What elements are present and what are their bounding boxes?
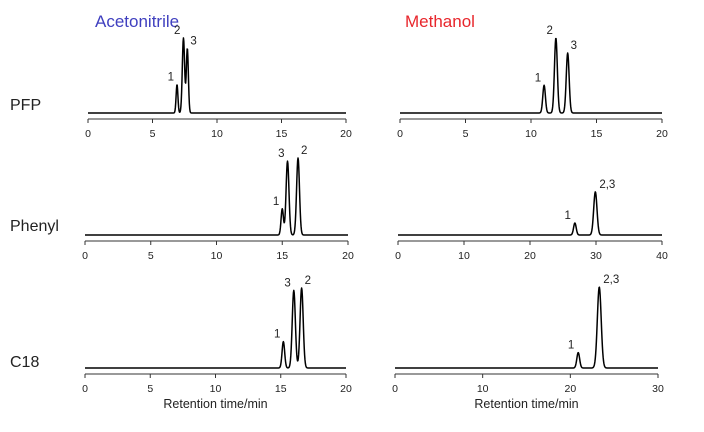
- chromatogram-panel: Phenyl 0 5 10 15 20 1 3 2: [10, 145, 354, 262]
- column-title: Acetonitrile: [95, 12, 179, 31]
- x-tick-label: 20: [342, 250, 354, 262]
- chromatogram-trace: [397, 191, 663, 236]
- x-tick-label: 10: [477, 383, 489, 395]
- peak-label: 2,3: [599, 179, 615, 191]
- row-label: PFP: [10, 97, 41, 114]
- x-tick-label: 5: [148, 250, 154, 262]
- peak-label: 1: [564, 210, 570, 222]
- x-tick-label: 5: [463, 128, 469, 140]
- chromatogram-trace: [87, 37, 347, 114]
- x-tick-label: 15: [275, 383, 287, 395]
- peak-label: 1: [274, 329, 280, 341]
- x-axis-title: Retention time/min: [163, 397, 267, 411]
- x-tick-label: 40: [656, 250, 668, 262]
- chromatogram-panel: Methanol 0 5 10 15 20 1 2 3: [397, 12, 668, 140]
- x-tick-label: 0: [395, 250, 401, 262]
- x-tick-label: 15: [276, 250, 288, 262]
- column-title: Methanol: [405, 12, 475, 31]
- x-tick-label: 5: [147, 383, 153, 395]
- x-tick-label: 30: [652, 383, 664, 395]
- chromatogram-trace: [399, 37, 663, 114]
- x-tick-label: 20: [524, 250, 536, 262]
- x-tick-label: 20: [656, 128, 668, 140]
- peak-label: 1: [168, 72, 174, 84]
- x-tick-label: 10: [458, 250, 470, 262]
- x-axis-title: Retention time/min: [474, 397, 578, 411]
- x-tick-label: 0: [397, 128, 403, 140]
- peak-label: 2: [174, 25, 180, 37]
- x-tick-label: 0: [392, 383, 398, 395]
- peak-label: 2: [305, 275, 311, 287]
- chromatogram-trace: [84, 287, 347, 369]
- x-tick-label: 10: [210, 383, 222, 395]
- x-tick-label: 5: [150, 128, 156, 140]
- x-tick-label: 0: [82, 250, 88, 262]
- x-tick-label: 20: [340, 383, 352, 395]
- chromatogram-panel: Acetonitrile PFP 0 5 10 15 20 1 23: [10, 12, 352, 140]
- x-tick-label: 0: [82, 383, 88, 395]
- peak-label: 2: [546, 25, 552, 37]
- peak-label: 3: [284, 277, 290, 289]
- peak-label: 2,3: [603, 274, 619, 286]
- peak-label: 2: [301, 145, 307, 157]
- row-label: C18: [10, 354, 39, 371]
- x-tick-label: 10: [211, 250, 223, 262]
- peak-label: 1: [568, 340, 574, 352]
- row-label: Phenyl: [10, 218, 59, 235]
- chromatogram-trace: [84, 157, 349, 236]
- x-tick-label: 20: [564, 383, 576, 395]
- chromatogram-panel: 0 10 20 30 40 1 2,3: [395, 179, 668, 262]
- x-tick-label: 30: [590, 250, 602, 262]
- chromatogram-panel: 0 10 20 30 Retention time/min 1 2,3: [392, 274, 664, 411]
- x-tick-label: 15: [591, 128, 603, 140]
- x-tick-label: 0: [85, 128, 91, 140]
- peak-label: 3: [278, 148, 284, 160]
- x-tick-label: 10: [211, 128, 223, 140]
- chromatogram-panel: C18 0 5 10 15 20 Retention time/min 1 3 2: [10, 275, 352, 411]
- x-tick-label: 20: [340, 128, 352, 140]
- x-tick-label: 10: [525, 128, 537, 140]
- chromatogram-trace: [394, 286, 659, 369]
- peak-label: 1: [273, 196, 279, 208]
- peak-label: 3: [571, 40, 577, 52]
- x-tick-label: 15: [276, 128, 288, 140]
- peak-label: 3: [190, 36, 196, 48]
- peak-label: 1: [535, 72, 541, 84]
